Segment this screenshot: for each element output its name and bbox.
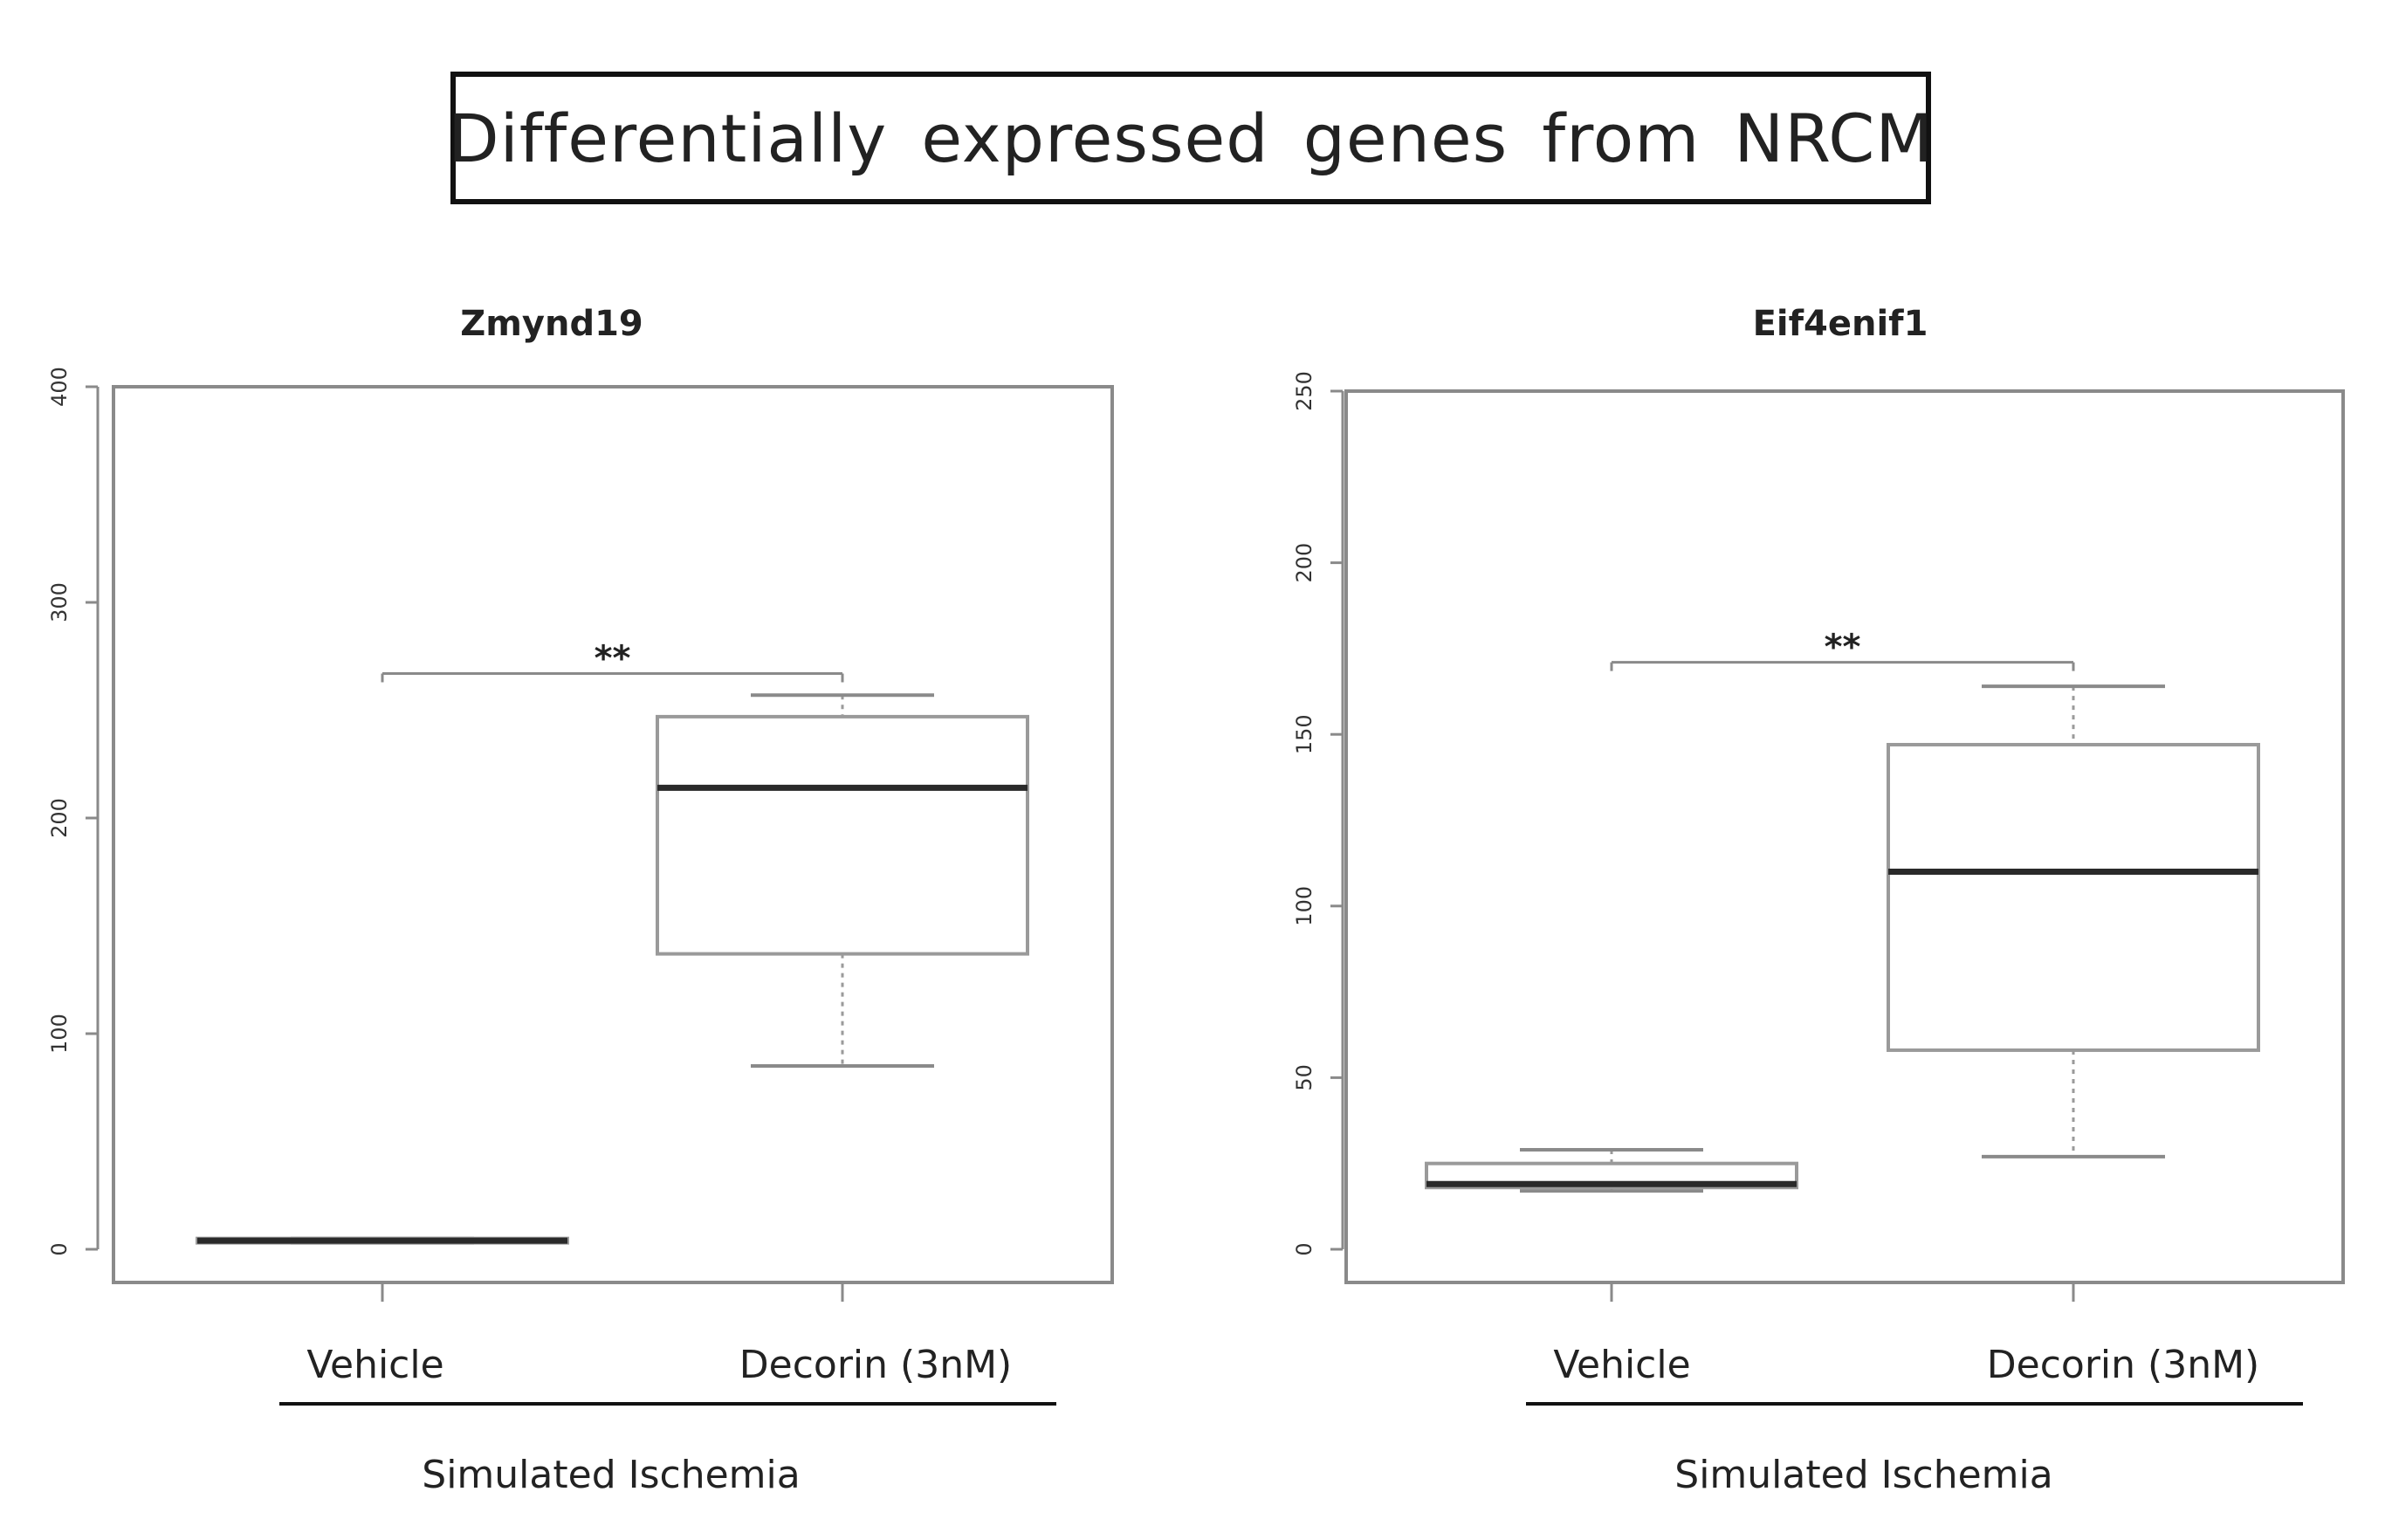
iqr-box [1887,742,2260,1052]
y-tick-label: 200 [47,798,72,838]
x-category-label: Decorin (3nM) [1987,1343,2259,1387]
x-category-label: Decorin (3nM) [739,1343,1012,1387]
y-tick-label: 0 [1292,1242,1316,1255]
y-tick-label: 150 [1292,714,1316,754]
panel-zmynd19: Zmynd19 0 100 200 300 400 ** Vehicle Decorin (3n… [47,304,1114,1497]
y-tick-label: 50 [1292,1064,1316,1091]
significance-label: ** [1825,628,1861,668]
y-tick-label: 250 [1292,371,1316,411]
y-tick-label: 100 [47,1014,72,1054]
panel-title: Zmynd19 [460,304,643,344]
figure-title: Differentially expressed genes from NRCM [448,72,1933,204]
x-category-label: Vehicle [306,1343,443,1387]
plot-frame [112,385,1114,1284]
y-tick-label: 100 [1292,886,1316,926]
group-label: Simulated Ischemia [422,1453,800,1497]
y-tick-label: 0 [47,1242,72,1255]
group-label: Simulated Ischemia [1674,1453,2052,1497]
panel-title: Eif4enif1 [1753,304,1928,344]
significance-label: ** [595,639,631,679]
iqr-box [656,714,1029,956]
panel-eif4enif1: Eif4enif1 0 50 100 150 200 250 ** Vehicle Decorin… [1292,304,2345,1497]
y-tick-label: 400 [47,367,72,407]
y-tick-label: 300 [47,582,72,622]
plot-frame [1344,389,2345,1284]
y-tick-label: 200 [1292,543,1316,583]
x-category-label: Vehicle [1553,1343,1690,1387]
